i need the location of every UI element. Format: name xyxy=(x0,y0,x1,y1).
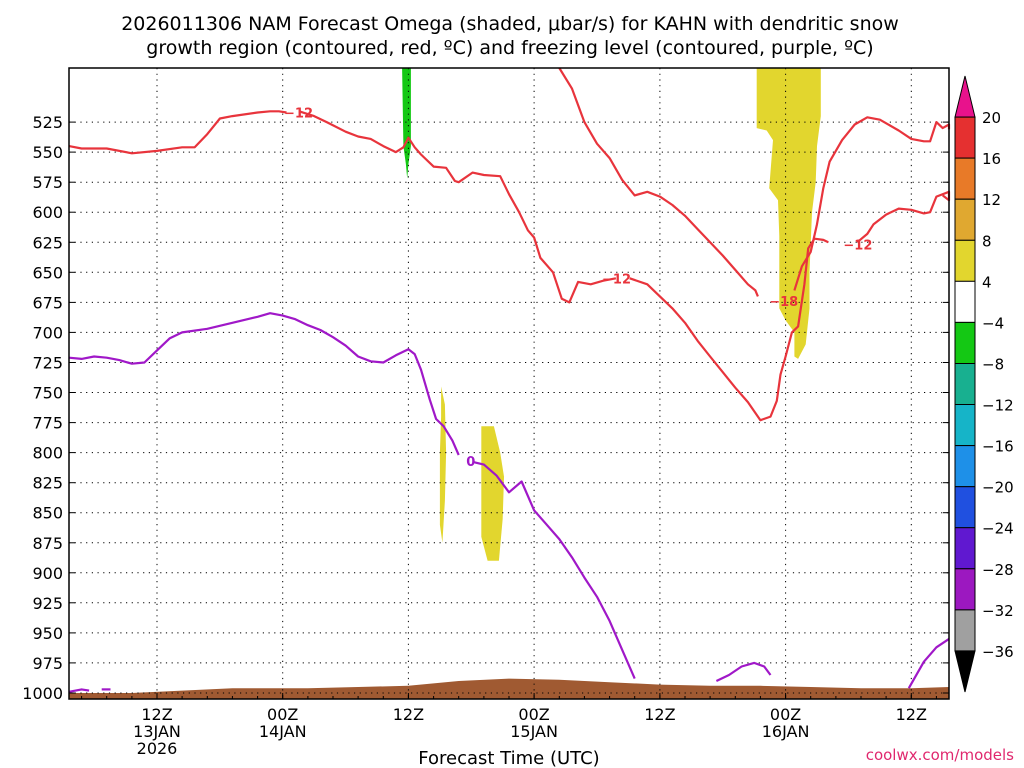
chart-title-line2: growth region (contoured, red, ºC) and f… xyxy=(146,37,873,59)
omega-shading-layer xyxy=(402,68,821,561)
y-tick-label-975: 975 xyxy=(32,654,63,673)
colorbar-swatch-10 xyxy=(954,486,976,529)
colorbar-swatch-7 xyxy=(954,363,976,406)
omega-region-yellow-mid xyxy=(481,426,504,561)
contour-label-freezing-level: 0 xyxy=(466,455,475,470)
colorbar-label-12: −32 xyxy=(982,602,1014,620)
x-tick-label-1-1: 14JAN xyxy=(259,722,307,741)
colorbar-swatch-11 xyxy=(954,527,976,570)
colorbar-swatch-4 xyxy=(954,239,976,282)
x-tick-label-3-0: 00Z xyxy=(518,705,549,724)
chart-title-line1: 2026011306 NAM Forecast Omega (shaded, μ… xyxy=(121,13,899,35)
x-tick-label-5-1: 16JAN xyxy=(762,722,810,741)
colorbar: 20 16 12 8 4 −4 −8 −12 −16 −20 −24 −28 −32 −36 xyxy=(954,75,1014,693)
y-tick-label-1000: 1000 xyxy=(22,684,63,703)
contour-freezing-level xyxy=(68,312,460,456)
colorbar-swatch-2 xyxy=(954,157,976,200)
contour-label-isolated-0: −12 xyxy=(602,272,631,287)
colorbar-swatch-5 xyxy=(954,280,976,323)
x-tick-label-2-0: 12Z xyxy=(393,705,424,724)
colorbar-label-7: −12 xyxy=(982,397,1014,415)
credit-text: coolwx.com/models xyxy=(866,746,1014,764)
y-tick-label-825: 825 xyxy=(32,474,63,493)
contour-dgz-right-upper xyxy=(793,116,951,291)
y-tick-label-900: 900 xyxy=(32,564,63,583)
y-tick-label-600: 600 xyxy=(32,203,63,222)
colorbar-swatch-3 xyxy=(954,198,976,241)
x-tick-label-6-0: 12Z xyxy=(896,705,927,724)
y-tick-label-775: 775 xyxy=(32,414,63,433)
contour-layer: −12 0 −12 −18 −12 xyxy=(68,67,951,693)
colorbar-swatch-13 xyxy=(954,609,976,652)
contour-label-dgz-upper-left: −12 xyxy=(284,107,313,122)
colorbar-swatch-9 xyxy=(954,445,976,488)
y-tick-label-750: 750 xyxy=(32,384,63,403)
contour-dgz-upper-left xyxy=(68,110,287,155)
colorbar-swatch-6 xyxy=(954,321,976,364)
y-tick-label-525: 525 xyxy=(32,113,63,132)
colorbar-swatch-12 xyxy=(954,568,976,611)
x-tick-label-1-0: 00Z xyxy=(267,705,298,724)
colorbar-label-1: 16 xyxy=(982,150,1001,168)
y-tick-label-575: 575 xyxy=(32,173,63,192)
terrain-fill xyxy=(69,678,949,699)
contour-freezing-level-left-stub xyxy=(68,688,90,693)
contour-freezing-level-lower xyxy=(473,461,636,680)
x-tick-label-4-0: 12Z xyxy=(644,705,675,724)
x-tick-label-0-1: 13JAN xyxy=(133,722,181,741)
colorbar-label-3: 8 xyxy=(982,232,992,250)
y-tick-label-800: 800 xyxy=(32,444,63,463)
y-tick-label-550: 550 xyxy=(32,143,63,162)
y-tick-label-925: 925 xyxy=(32,594,63,613)
colorbar-label-0: 20 xyxy=(982,109,1001,127)
y-tick-label-850: 850 xyxy=(32,504,63,523)
contour-label-isolated-2: −12 xyxy=(843,239,872,254)
contour-freezing-level-right xyxy=(907,637,950,689)
contour-dgz-upper-right xyxy=(298,110,617,304)
colorbar-swatch-8 xyxy=(954,404,976,447)
y-tick-label-675: 675 xyxy=(32,293,63,312)
colorbar-label-5: −4 xyxy=(982,314,1004,332)
colorbar-label-4: 4 xyxy=(982,273,992,291)
y-tick-label-875: 875 xyxy=(32,534,63,553)
colorbar-label-13: −36 xyxy=(982,643,1014,661)
axes-layer: 525 550 575 600 625 650 675 700 725 750 775 800 825 8… xyxy=(22,113,949,758)
colorbar-top-arrow xyxy=(954,75,976,118)
contour-freezing-level-blip xyxy=(715,661,772,682)
omega-region-yellow-right xyxy=(756,68,821,359)
colorbar-label-9: −20 xyxy=(982,479,1014,497)
y-tick-label-950: 950 xyxy=(32,624,63,643)
contour-dgz-right-lower xyxy=(856,190,951,244)
colorbar-bottom-arrow xyxy=(954,650,976,693)
x-tick-label-3-1: 15JAN xyxy=(510,722,558,741)
terrain-layer xyxy=(69,678,949,699)
colorbar-swatch-1 xyxy=(954,116,976,159)
x-axis-label: Forecast Time (UTC) xyxy=(418,748,599,768)
contour-label-isolated-1: −18 xyxy=(769,295,798,310)
y-tick-label-650: 650 xyxy=(32,263,63,282)
colorbar-label-6: −8 xyxy=(982,356,1004,374)
x-tick-label-0-2: 2026 xyxy=(137,739,178,758)
plot-frame xyxy=(68,67,950,700)
x-tick-label-5-0: 00Z xyxy=(770,705,801,724)
omega-region-yellow-left-thin xyxy=(439,386,447,543)
colorbar-label-11: −28 xyxy=(982,561,1014,579)
contour-dgz-lower-loop xyxy=(629,237,829,422)
y-tick-label-700: 700 xyxy=(32,323,63,342)
y-tick-label-625: 625 xyxy=(32,233,63,252)
colorbar-label-2: 12 xyxy=(982,191,1001,209)
colorbar-label-10: −24 xyxy=(982,520,1014,538)
y-tick-label-725: 725 xyxy=(32,354,63,373)
contour-dgz-top-edge xyxy=(558,67,759,297)
colorbar-label-8: −16 xyxy=(982,438,1014,456)
x-tick-label-0-0: 12Z xyxy=(141,705,172,724)
grid-layer xyxy=(69,68,949,699)
omega-region-green-updraft xyxy=(402,68,411,179)
